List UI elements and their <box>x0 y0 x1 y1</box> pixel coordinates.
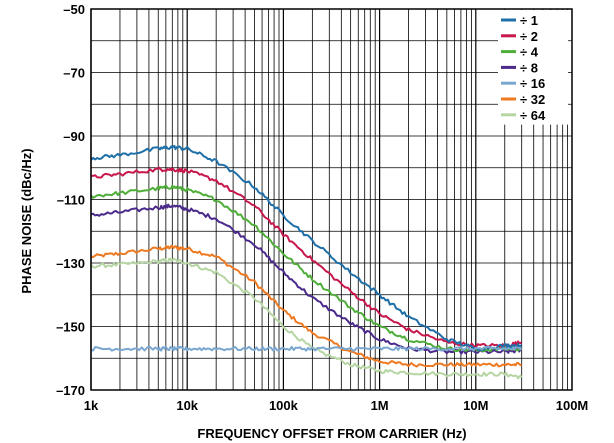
series-line <box>90 166 523 349</box>
x-tick-label: 10k <box>176 398 198 413</box>
x-tick-label: 1M <box>371 398 389 413</box>
x-tick-label: 100k <box>269 398 299 413</box>
y-tick-labels: –50 –70 –90 –110 –130 –150 –170 <box>56 2 85 398</box>
x-axis-title: FREQUENCY OFFSET FROM CARRIER (Hz) <box>197 426 466 441</box>
x-tick-label: 1k <box>84 398 99 413</box>
legend-label: ÷ 32 <box>520 92 545 107</box>
series-line <box>90 244 523 368</box>
x-tick-label: 100M <box>556 398 589 413</box>
y-tick-label: –50 <box>63 2 85 17</box>
series-line <box>90 203 523 355</box>
y-tick-label: –110 <box>57 193 85 208</box>
x-tick-labels: 1k 10k 100k 1M 10M 100M <box>84 398 589 413</box>
y-tick-label: –170 <box>56 383 85 398</box>
legend-label: ÷ 4 <box>520 45 539 60</box>
y-tick-label: –150 <box>56 320 85 335</box>
plot-frame <box>90 8 573 391</box>
series-lines <box>90 144 523 380</box>
y-tick-label: –90 <box>63 129 85 144</box>
series-line <box>90 345 523 352</box>
legend-label: ÷ 8 <box>520 60 538 75</box>
series-line <box>90 144 522 351</box>
legend-label: ÷ 16 <box>520 76 545 91</box>
legend-label: ÷ 64 <box>520 108 546 123</box>
series-line <box>90 257 523 380</box>
y-tick-label: –130 <box>56 256 85 271</box>
y-tick-label: –70 <box>63 66 85 81</box>
legend-label: ÷ 1 <box>520 13 538 28</box>
legend: ÷ 1÷ 2÷ 4÷ 8÷ 16÷ 32÷ 64 <box>498 10 568 125</box>
x-tick-label: 10M <box>463 398 488 413</box>
legend-label: ÷ 2 <box>520 29 538 44</box>
y-axis-title: PHASE NOISE (dBc/Hz) <box>19 148 34 293</box>
